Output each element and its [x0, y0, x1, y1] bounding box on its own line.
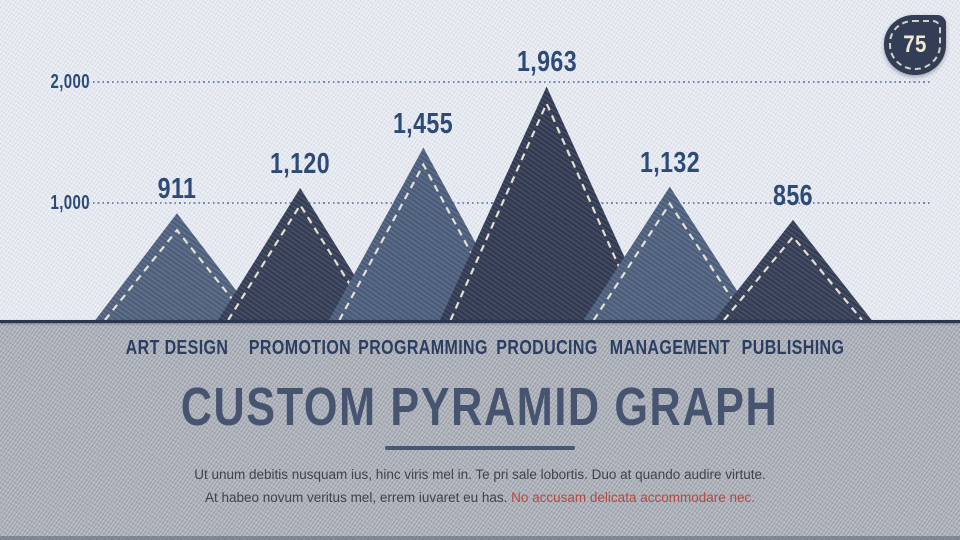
pyramid-promotion [216, 188, 385, 323]
value-label-programming: 1,455 [393, 107, 454, 140]
page-number-badge: 75 [884, 15, 946, 75]
category-label-programming: PROGRAMMING [358, 337, 489, 359]
category-label-art-design: ART DESIGN [125, 337, 229, 359]
y-axis-tick-label: 2,000 [50, 71, 90, 93]
pyramid-producing [438, 86, 655, 324]
value-label-publishing: 856 [773, 179, 813, 212]
slide-title: CUSTOM PYRAMID GRAPH [181, 377, 779, 437]
value-label-art-design: 911 [157, 173, 197, 206]
description-line-2-normal: At habeo novum veritus mel, errem iuvare… [204, 490, 512, 505]
y-axis-tick-label: 1,000 [50, 191, 90, 214]
gridline-dots [88, 81, 930, 83]
category-label-management: MANAGEMENT [609, 337, 731, 359]
stitch-line [592, 201, 747, 321]
stitch-line [227, 202, 374, 321]
category-label-publishing: PUBLISHING [741, 337, 845, 359]
pyramid-art-design [93, 213, 261, 323]
category-label-producing: PRODUCING [495, 337, 598, 359]
title-underline [385, 446, 575, 450]
stitch-line [104, 228, 250, 321]
description-line-2-highlight: No accusam delicata accommodare nec. [511, 490, 756, 505]
stitch-line [449, 100, 644, 321]
badge-stitch-icon [889, 20, 941, 70]
value-label-producing: 1,963 [516, 46, 577, 79]
footer-band: ART DESIGN PROMOTION PROGRAMMING PRODUCING M… [0, 323, 960, 540]
pyramid-publishing [712, 219, 874, 323]
stitch-line [723, 235, 863, 321]
page-number-label: 75 [903, 31, 927, 58]
value-label-management: 1,132 [639, 146, 700, 179]
description-line-1: Ut unum debitis nusquam ius, hinc viris … [194, 467, 766, 482]
description-line-2: At habeo novum veritus mel, errem iuvare… [0, 486, 960, 509]
description: Ut unum debitis nusquam ius, hinc viris … [0, 463, 960, 509]
category-label-promotion: PROMOTION [249, 337, 352, 359]
value-label-promotion: 1,120 [270, 148, 331, 181]
pyramid-management [581, 186, 758, 323]
chart-baseline [0, 320, 960, 323]
bottom-edge [0, 536, 960, 540]
